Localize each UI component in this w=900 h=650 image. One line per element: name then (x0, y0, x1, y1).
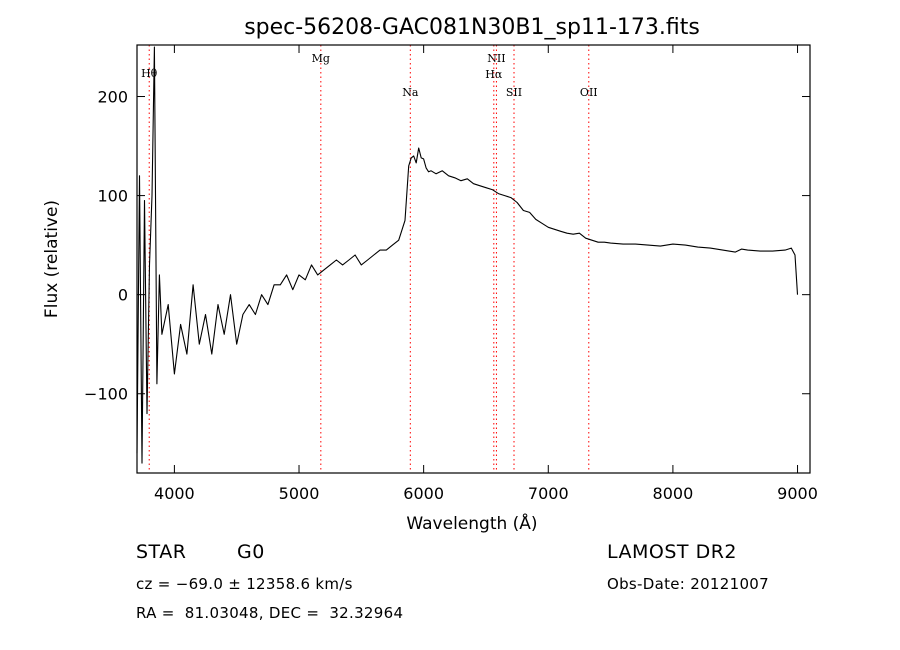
emission-line-label: OII (580, 86, 598, 99)
coordinates-readout: RA = 81.03048, DEC = 32.32964 (136, 604, 404, 622)
y-tick-label: −100 (84, 385, 128, 404)
x-tick-label: 6000 (403, 484, 444, 503)
x-tick-label: 7000 (528, 484, 569, 503)
redshift-readout: cz = −69.0 ± 12358.6 km/s (136, 575, 353, 593)
object-subclass: G0 (237, 541, 265, 563)
x-tick-label: 9000 (777, 484, 818, 503)
x-tick-label: 5000 (279, 484, 320, 503)
x-axis-label: Wavelength (Å) (406, 512, 537, 534)
y-tick-label: 0 (118, 286, 128, 305)
y-tick-label: 100 (97, 187, 128, 206)
plot-frame (136, 44, 811, 474)
object-class: STAR (136, 541, 187, 563)
emission-line-label: Hθ (141, 67, 158, 80)
emission-line-label: Hα (485, 68, 503, 81)
y-tick-label: 200 (97, 88, 128, 107)
emission-line-label: Mg (312, 52, 330, 65)
chart-title: spec-56208-GAC081N30B1_sp11-173.fits (244, 15, 700, 40)
axis-ticks: 4000 5000 6000 7000 8000 9000 −100 0 100 200 (84, 45, 818, 503)
obs-date: Obs-Date: 20121007 (607, 575, 769, 593)
emission-line-label: Na (402, 86, 419, 99)
spectrum-line (136, 46, 799, 464)
x-tick-label: 4000 (154, 484, 195, 503)
emission-line-label: NII (487, 52, 505, 65)
emission-line-label: SII (506, 86, 522, 99)
y-axis-label: Flux (relative) (42, 200, 62, 318)
survey-label: LAMOST DR2 (607, 541, 737, 563)
x-tick-label: 8000 (653, 484, 694, 503)
spectrum-series (136, 46, 799, 464)
